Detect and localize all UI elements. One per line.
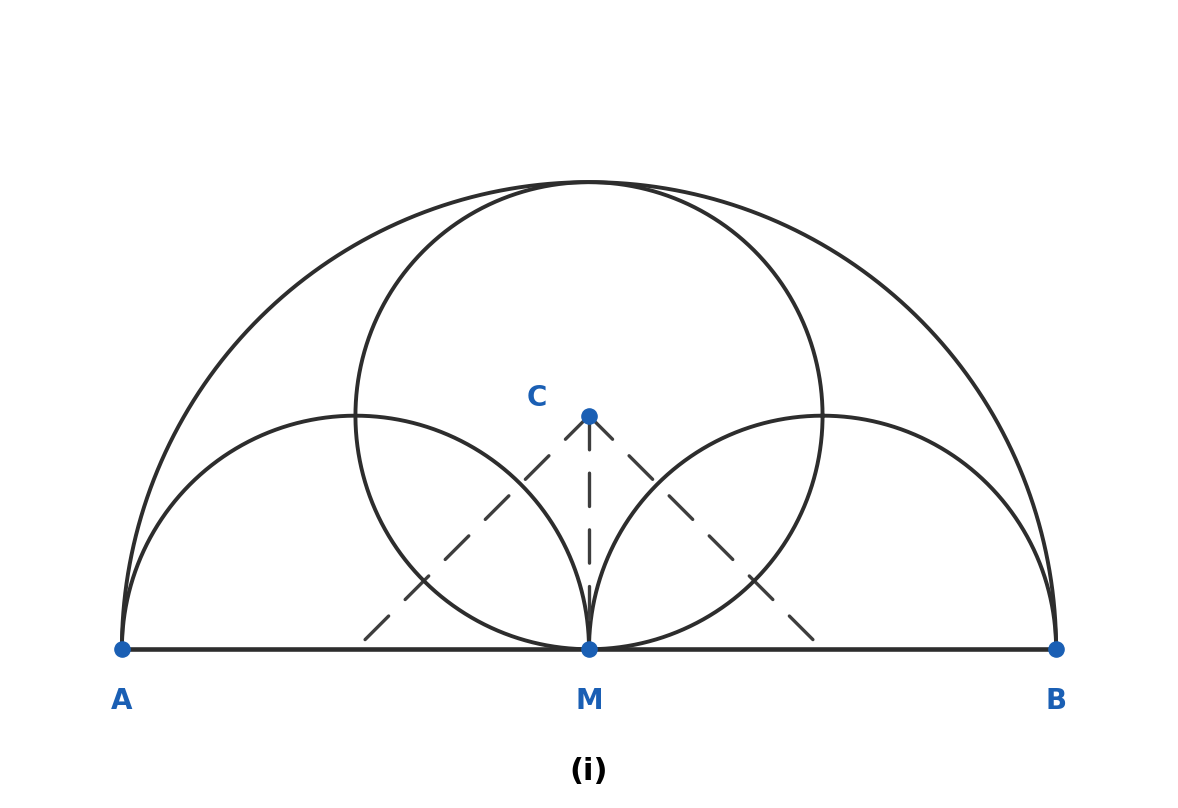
- Point: [1047, 643, 1066, 656]
- Text: C: C: [527, 384, 547, 412]
- Text: (i): (i): [570, 757, 608, 786]
- Text: B: B: [1046, 687, 1067, 714]
- Text: A: A: [111, 687, 133, 714]
- Text: M: M: [575, 687, 603, 714]
- Point: [580, 643, 598, 656]
- Point: [580, 409, 598, 422]
- Point: [112, 643, 131, 656]
